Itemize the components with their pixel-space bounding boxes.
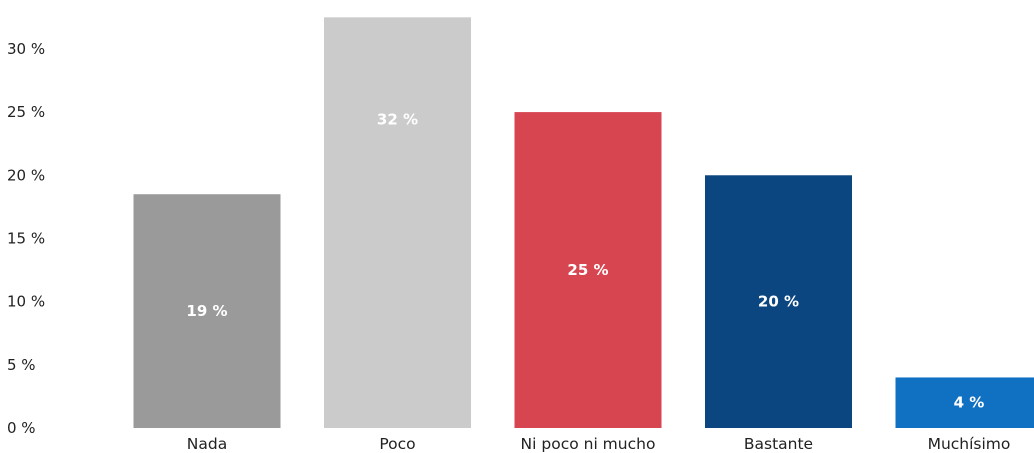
data-label: 32 % (377, 111, 418, 129)
y-tick-label: 10 % (7, 293, 45, 311)
y-tick-label: 20 % (7, 166, 45, 184)
x-tick-label: Poco (379, 435, 415, 453)
data-label: 19 % (186, 302, 227, 320)
x-tick-label: Nada (187, 435, 227, 453)
bar (705, 175, 852, 428)
bar (895, 377, 1034, 428)
data-label: 4 % (954, 394, 985, 412)
x-tick-label: Muchísimo (928, 435, 1011, 453)
y-tick-label: 15 % (7, 229, 45, 247)
data-label: 20 % (758, 293, 799, 311)
y-axis: 0 % 5 % 10 % 15 % 20 % 25 % 30 % (7, 40, 45, 437)
y-tick-label: 0 % (7, 419, 36, 437)
x-tick-label: Ni poco ni mucho (521, 435, 656, 453)
bar (324, 17, 471, 429)
data-label: 25 % (567, 261, 608, 279)
y-tick-label: 30 % (7, 40, 45, 58)
y-tick-label: 5 % (7, 356, 36, 374)
bars: 19 % 32 % 25 % 20 % 4 % (133, 17, 1034, 429)
x-axis: Nada Poco Ni poco ni mucho Bastante Muchísim… (187, 435, 1011, 453)
y-tick-label: 25 % (7, 103, 45, 121)
bar (514, 112, 662, 428)
x-tick-label: Bastante (744, 435, 813, 453)
bar (133, 194, 281, 428)
